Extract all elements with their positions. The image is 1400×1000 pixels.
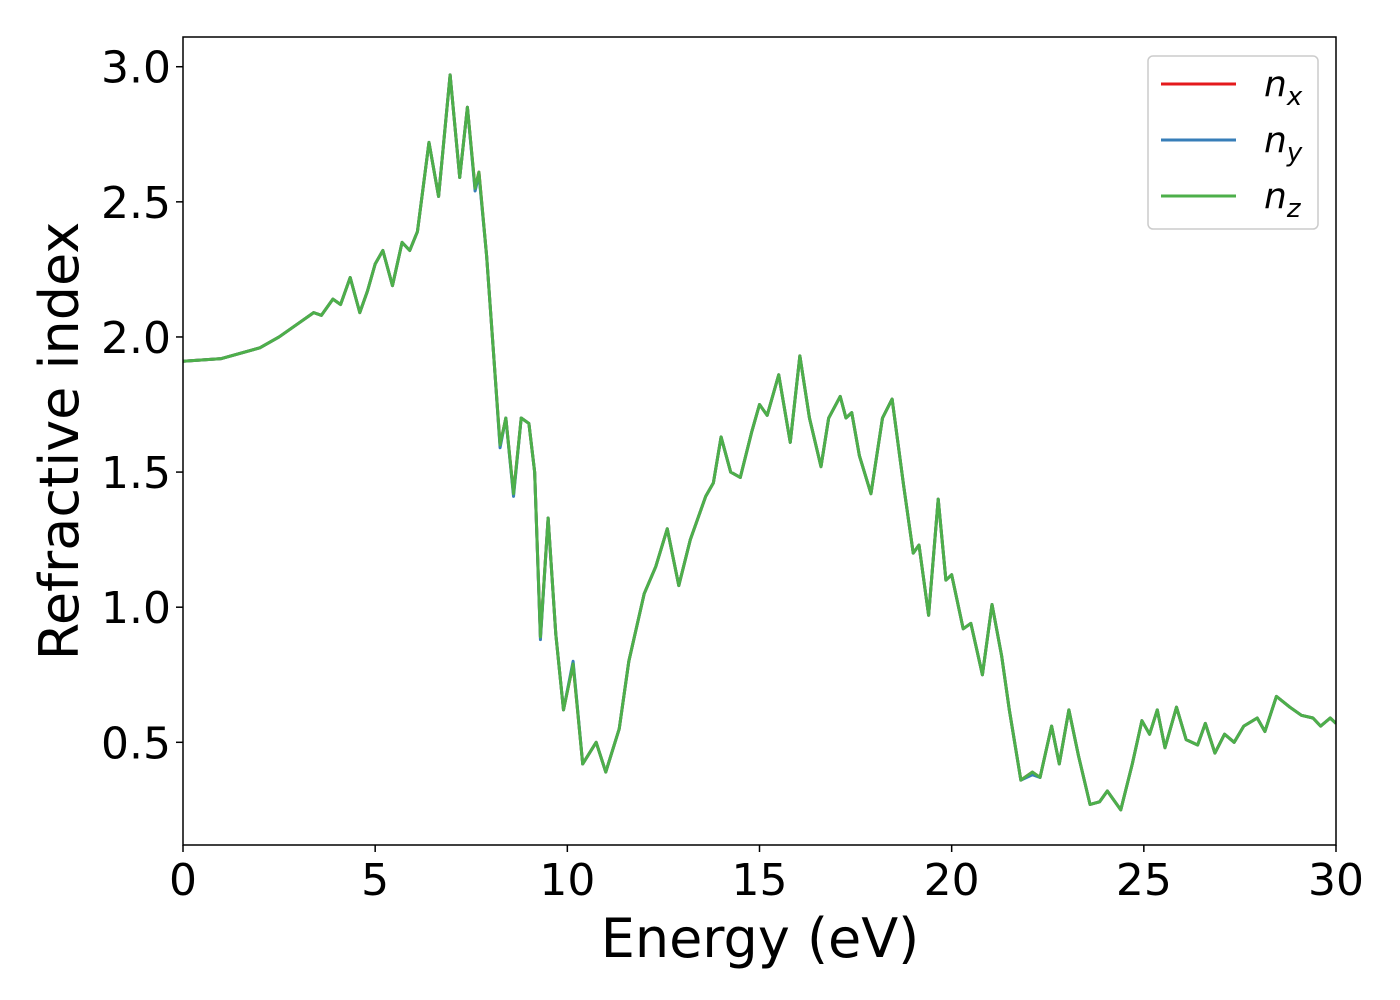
y-tick-label: 1.0 <box>101 583 171 634</box>
x-tick-label: 15 <box>732 855 788 906</box>
y-tick-label: 2.5 <box>101 178 171 229</box>
series-line <box>183 73 1336 812</box>
y-tick-label: 3.0 <box>101 43 171 94</box>
y-tick-label: 1.5 <box>101 448 171 499</box>
x-tick-label: 25 <box>1116 855 1172 906</box>
x-tick-label: 10 <box>539 855 595 906</box>
x-tick-label: 20 <box>924 855 980 906</box>
y-tick-label: 0.5 <box>101 718 171 769</box>
plot-frame <box>182 36 1337 846</box>
x-tick-label: 30 <box>1308 855 1364 906</box>
legend-label: nz <box>1264 176 1302 224</box>
y-tick-label: 2.0 <box>101 313 171 364</box>
legend-box <box>1147 55 1319 230</box>
x-tick-label: 5 <box>361 855 389 906</box>
legend-label: ny <box>1264 120 1303 168</box>
y-axis-label: Refractive index <box>28 222 91 661</box>
legend-label: nx <box>1264 64 1303 112</box>
x-tick-label: 0 <box>169 855 197 906</box>
x-axis-label: Energy (eV) <box>601 907 920 970</box>
